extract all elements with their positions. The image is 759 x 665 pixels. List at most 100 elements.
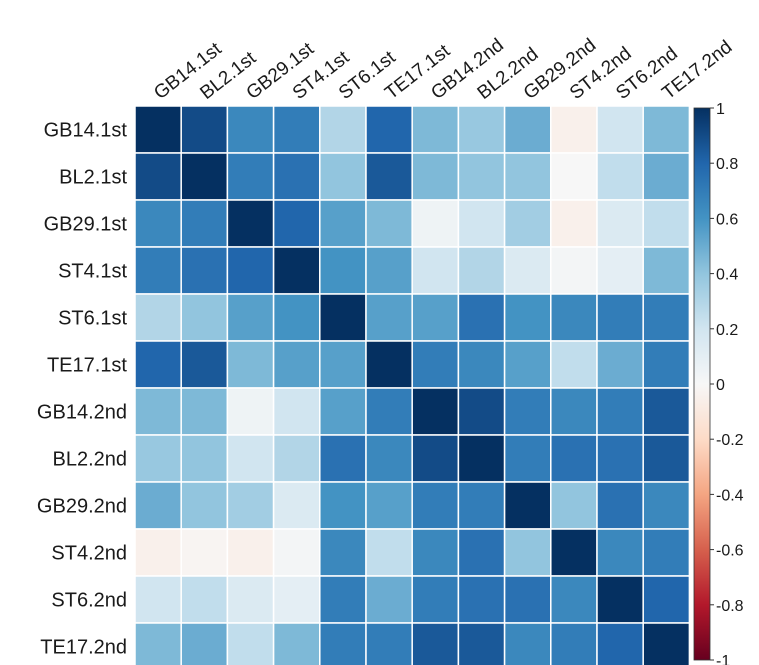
heatmap-cell-BL2.1st-BL2.1st xyxy=(180,152,229,201)
colorbar-tick-label: 0.4 xyxy=(716,267,738,284)
heatmap-cell-ST6.2nd-ST4.1st xyxy=(272,575,321,624)
heatmap-cell-BL2.1st-ST6.2nd xyxy=(596,152,644,201)
heatmap-cell-ST6.2nd-BL2.2nd xyxy=(457,575,506,624)
heatmap-cell-GB29.1st-ST4.2nd xyxy=(550,199,598,248)
heatmap-cell-TE17.2nd-GB14.1st xyxy=(134,622,182,665)
heatmap-cell-GB14.1st-BL2.1st xyxy=(180,105,229,154)
row-label: ST6.2nd xyxy=(51,590,127,612)
heatmap-cell-GB14.2nd-GB14.1st xyxy=(134,387,182,436)
heatmap-cell-TE17.1st-BL2.2nd xyxy=(457,340,506,389)
heatmap-cell-ST4.1st-BL2.2nd xyxy=(457,246,506,295)
heatmap-cell-BL2.1st-TE17.1st xyxy=(365,152,413,201)
heatmap-cell-BL2.2nd-GB14.2nd xyxy=(411,434,460,483)
row-label: ST4.1st xyxy=(58,261,127,283)
row-label: ST4.2nd xyxy=(51,543,127,565)
heatmap-cell-ST6.1st-ST4.2nd xyxy=(550,293,598,342)
heatmap-cell-GB14.1st-TE17.2nd xyxy=(642,105,691,154)
heatmap-cell-ST4.1st-ST6.2nd xyxy=(596,246,644,295)
heatmap-cell-GB29.1st-ST4.1st xyxy=(272,199,321,248)
heatmap-cell-GB29.2nd-GB14.2nd xyxy=(411,481,460,530)
row-label: TE17.2nd xyxy=(40,637,127,659)
heatmap-cell-ST4.2nd-GB14.2nd xyxy=(411,528,460,577)
colorbar-ticks: 1 0.8 0.6 0.4 0.2 0 -0.2 -0.4 -0.6 -0.8 -1 xyxy=(710,101,744,665)
heatmap-cell-GB14.2nd-GB29.1st xyxy=(226,387,275,436)
heatmap-cell-ST6.1st-ST6.2nd xyxy=(596,293,644,342)
heatmap-cell-GB14.1st-GB14.1st xyxy=(134,105,182,154)
heatmap-cell-TE17.1st-ST4.1st xyxy=(272,340,321,389)
heatmap-cell-GB14.2nd-ST4.1st xyxy=(272,387,321,436)
heatmap-cell-TE17.2nd-BL2.1st xyxy=(180,622,229,665)
heatmap-cell-GB14.2nd-TE17.2nd xyxy=(642,387,691,436)
heatmap-cell-GB14.1st-TE17.1st xyxy=(365,105,413,154)
colorbar-tick-label: -0.6 xyxy=(716,543,744,560)
heatmap-cell-ST4.2nd-BL2.2nd xyxy=(457,528,506,577)
heatmap-cell-GB29.1st-TE17.1st xyxy=(365,199,413,248)
heatmap-cell-TE17.1st-BL2.1st xyxy=(180,340,229,389)
heatmap-cell-GB29.2nd-TE17.2nd xyxy=(642,481,691,530)
heatmap-cell-ST6.2nd-GB14.2nd xyxy=(411,575,460,624)
heatmap-cell-GB29.1st-GB29.2nd xyxy=(503,199,552,248)
heatmap-cell-GB14.2nd-TE17.1st xyxy=(365,387,413,436)
heatmap-cell-GB29.2nd-GB29.2nd xyxy=(503,481,552,530)
row-label: TE17.1st xyxy=(47,355,127,377)
column-labels: GB14.1stBL2.1stGB29.1stST4.1stST6.1stTE1… xyxy=(150,35,736,104)
heatmap-cell-ST6.2nd-BL2.1st xyxy=(180,575,229,624)
heatmap-cell-GB14.1st-GB29.1st xyxy=(226,105,275,154)
heatmap-cell-ST4.1st-TE17.2nd xyxy=(642,246,691,295)
heatmap-cell-ST6.2nd-GB29.2nd xyxy=(503,575,552,624)
heatmap-cell-GB29.2nd-BL2.2nd xyxy=(457,481,506,530)
heatmap-cell-ST6.2nd-GB29.1st xyxy=(226,575,275,624)
heatmap-cell-BL2.1st-GB14.2nd xyxy=(411,152,460,201)
heatmap-cell-GB29.2nd-ST4.2nd xyxy=(550,481,598,530)
heatmap-cell-GB29.1st-TE17.2nd xyxy=(642,199,691,248)
heatmap-cell-GB14.1st-ST6.1st xyxy=(319,105,367,154)
heatmap-cell-GB14.2nd-ST6.1st xyxy=(319,387,367,436)
heatmap-cell-GB29.1st-BL2.1st xyxy=(180,199,229,248)
heatmap-cell-GB29.2nd-ST4.1st xyxy=(272,481,321,530)
heatmap-cell-BL2.2nd-TE17.2nd xyxy=(642,434,691,483)
heatmap-cell-BL2.2nd-BL2.1st xyxy=(180,434,229,483)
row-label: GB14.1st xyxy=(44,120,128,142)
colorbar-tick-label: 0.2 xyxy=(716,322,738,339)
heatmap-cell-BL2.1st-ST4.1st xyxy=(272,152,321,201)
heatmap-cell-BL2.1st-GB29.1st xyxy=(226,152,275,201)
heatmap-cell-GB14.2nd-BL2.1st xyxy=(180,387,229,436)
heatmap-cell-BL2.2nd-ST4.1st xyxy=(272,434,321,483)
heatmap-cell-ST4.2nd-ST6.2nd xyxy=(596,528,644,577)
heatmap-cell-GB29.1st-ST6.2nd xyxy=(596,199,644,248)
heatmap-cell-GB29.1st-GB14.2nd xyxy=(411,199,460,248)
heatmap-cell-ST6.1st-GB14.1st xyxy=(134,293,182,342)
heatmap-cell-GB29.2nd-BL2.1st xyxy=(180,481,229,530)
heatmap-cell-BL2.2nd-ST6.2nd xyxy=(596,434,644,483)
heatmap-cell-ST6.1st-GB29.1st xyxy=(226,293,275,342)
heatmap-cell-ST4.2nd-BL2.1st xyxy=(180,528,229,577)
heatmap-cell-ST6.1st-TE17.1st xyxy=(365,293,413,342)
heatmap-cell-TE17.1st-ST6.1st xyxy=(319,340,367,389)
heatmap-cell-BL2.2nd-BL2.2nd xyxy=(457,434,506,483)
row-label: GB29.1st xyxy=(44,214,128,236)
heatmap-cell-ST6.1st-GB29.2nd xyxy=(503,293,552,342)
heatmap-cell-GB14.1st-GB14.2nd xyxy=(411,105,460,154)
colorbar-tick-label: -0.8 xyxy=(716,598,744,615)
row-label: ST6.1st xyxy=(58,308,127,330)
heatmap-cell-ST4.2nd-GB14.1st xyxy=(134,528,182,577)
colorbar-tick-label: 0 xyxy=(716,377,725,394)
heatmap-cell-ST4.1st-ST6.1st xyxy=(319,246,367,295)
colorbar-tick-label: -0.2 xyxy=(716,432,744,449)
heatmap-cell-ST4.1st-GB14.1st xyxy=(134,246,182,295)
heatmap-cell-GB14.2nd-GB14.2nd xyxy=(411,387,460,436)
heatmap-cell-GB14.1st-GB29.2nd xyxy=(503,105,552,154)
heatmap-cell-GB14.1st-ST4.1st xyxy=(272,105,321,154)
heatmap-cell-TE17.2nd-ST4.2nd xyxy=(550,622,598,665)
row-label: BL2.1st xyxy=(59,167,127,189)
heatmap-cell-GB29.2nd-ST6.2nd xyxy=(596,481,644,530)
heatmap-cell-GB29.1st-BL2.2nd xyxy=(457,199,506,248)
heatmap-cell-GB29.2nd-TE17.1st xyxy=(365,481,413,530)
row-labels: GB14.1st BL2.1st GB29.1st ST4.1st ST6.1st TE1… xyxy=(37,120,128,659)
heatmap-cell-GB14.2nd-BL2.2nd xyxy=(457,387,506,436)
heatmap-cell-GB29.1st-ST6.1st xyxy=(319,199,367,248)
heatmap-cell-BL2.2nd-GB29.2nd xyxy=(503,434,552,483)
heatmap-cell-BL2.2nd-GB29.1st xyxy=(226,434,275,483)
heatmap-cell-TE17.1st-GB14.2nd xyxy=(411,340,460,389)
